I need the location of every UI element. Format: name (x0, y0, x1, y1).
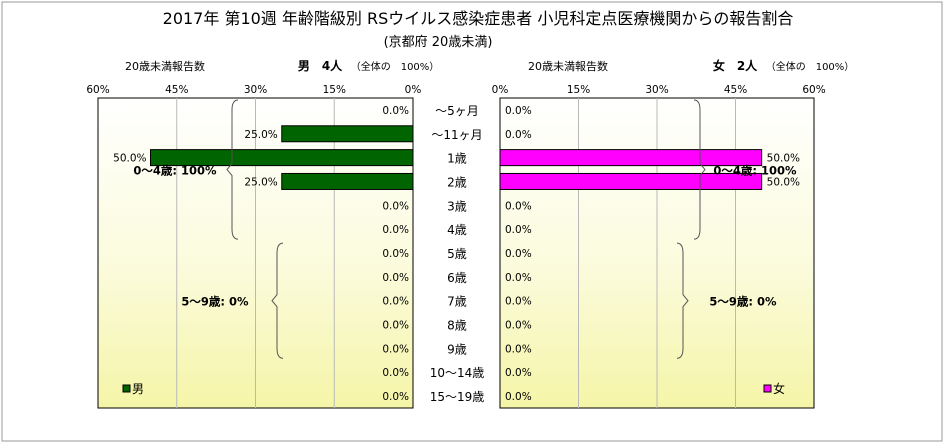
female-bar (499, 149, 763, 167)
male-total-note: （全体の 100%） (351, 60, 440, 73)
male-data-label: 0.0% (382, 248, 409, 260)
male-data-label: 0.0% (382, 320, 409, 332)
male-data-label: 0.0% (382, 200, 409, 212)
female-group-bracket (693, 99, 706, 240)
female-data-label: 0.0% (505, 129, 532, 141)
female-legend-label: 女 (773, 381, 785, 396)
female-data-label: 50.0% (767, 153, 800, 165)
female-data-label: 0.0% (505, 320, 532, 332)
male-group-label: 5～9歳: 0% (181, 295, 249, 309)
category-label: 15～19歳 (430, 390, 485, 404)
male-count-label: 男 4人 (298, 58, 343, 73)
male-panel: 60% 45% 30% 15% 0% 20歳未満報告数 男 4人 （全体の 100%） 0.0%… (86, 58, 440, 409)
male-legend-label: 男 (132, 382, 144, 396)
female-bar (499, 172, 763, 190)
female-group-bracket (676, 242, 689, 359)
female-data-label: 0.0% (505, 224, 532, 236)
tick-label: 60% (802, 84, 825, 96)
male-data-label: 50.0% (113, 153, 146, 165)
male-data-label: 0.0% (382, 224, 409, 236)
tick-label: 0% (492, 84, 509, 96)
male-bar (281, 172, 414, 190)
female-group-label: 5～9歳: 0% (709, 295, 777, 309)
male-data-label: 0.0% (382, 296, 409, 308)
category-label: 4歳 (447, 223, 467, 237)
female-data-label: 0.0% (505, 391, 532, 403)
female-panel: 0% 15% 30% 45% 60% 20歳未満報告数 女 2人 （全体の 100%） 0.0%… (492, 58, 855, 409)
male-group-label: 0～4歳: 100% (133, 164, 217, 178)
category-label: 8歳 (447, 319, 467, 333)
chart-title: 2017年 第10週 年齢階級別 RSウイルス感染症患者 小児科定点医療機関から… (163, 9, 794, 28)
category-label: 10～14歳 (430, 366, 485, 380)
male-data-label: 25.0% (244, 176, 277, 188)
tick-label: 15% (323, 84, 346, 96)
male-header: 20歳未満報告数 (125, 60, 205, 73)
category-label: 2歳 (447, 175, 467, 189)
chart-subtitle: (京都府 20歳未満) (384, 35, 493, 50)
male-data-label: 0.0% (382, 272, 409, 284)
male-group-bracket (226, 99, 239, 240)
female-data-label: 0.0% (505, 200, 532, 212)
female-data-label: 0.0% (505, 343, 532, 355)
female-header: 20歳未満報告数 (528, 60, 608, 73)
male-bar (150, 149, 414, 167)
category-label: 1歳 (447, 152, 467, 166)
female-group-label: 0～4歳: 100% (713, 164, 797, 178)
tick-label: 30% (645, 84, 668, 96)
tick-label: 45% (165, 84, 188, 96)
category-label: 5歳 (447, 247, 467, 261)
tick-label: 15% (567, 84, 590, 96)
category-label: 9歳 (447, 342, 467, 356)
tick-label: 30% (244, 84, 267, 96)
female-data-label: 0.0% (505, 272, 532, 284)
female-data-label: 0.0% (505, 105, 532, 117)
male-data-label: 25.0% (244, 129, 277, 141)
tick-label: 60% (86, 84, 109, 96)
female-total-note: （全体の 100%） (766, 60, 855, 73)
female-data-label: 50.0% (767, 176, 800, 188)
male-bar (281, 125, 414, 143)
male-data-label: 0.0% (382, 343, 409, 355)
male-legend-swatch (122, 384, 131, 393)
tick-label: 45% (724, 84, 747, 96)
male-group-bracket (271, 242, 284, 359)
male-data-label: 0.0% (382, 391, 409, 403)
female-data-label: 0.0% (505, 296, 532, 308)
tick-label: 0% (405, 84, 422, 96)
category-label: 3歳 (447, 199, 467, 213)
female-count-label: 女 2人 (713, 58, 758, 73)
female-data-label: 0.0% (505, 367, 532, 379)
category-label: ～5ヶ月 (435, 104, 479, 118)
male-data-label: 0.0% (382, 105, 409, 117)
category-label: 7歳 (447, 295, 467, 309)
male-data-label: 0.0% (382, 367, 409, 379)
category-label: 6歳 (447, 271, 467, 285)
category-labels: ～5ヶ月 ～11ヶ月 1歳 2歳 3歳 4歳 5歳 6歳 7歳 8歳 9歳 10～14歳 15～19歳 (430, 104, 485, 404)
female-legend-swatch (763, 384, 772, 393)
category-label: ～11ヶ月 (431, 128, 482, 142)
female-data-label: 0.0% (505, 248, 532, 260)
